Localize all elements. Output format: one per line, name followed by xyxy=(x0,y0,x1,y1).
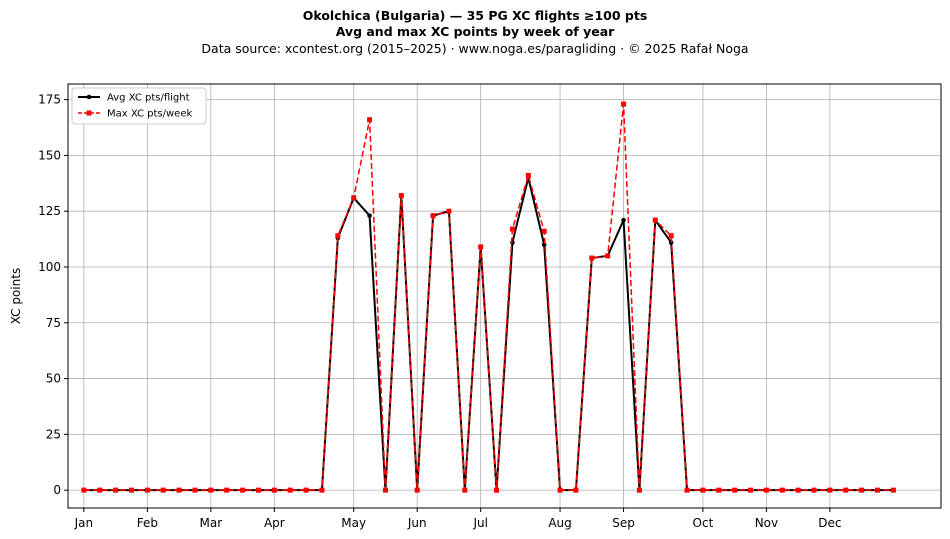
x-tick-label: Oct xyxy=(693,516,714,530)
series-line-1 xyxy=(83,177,894,492)
series-2-point xyxy=(494,487,500,493)
series-2-point xyxy=(779,487,785,493)
series-2-point xyxy=(573,487,579,493)
x-tick-label: Sep xyxy=(612,516,635,530)
series-2-point xyxy=(859,487,865,493)
series-2-point xyxy=(748,487,754,493)
legend: Avg XC pts/flight Max XC pts/week xyxy=(71,87,207,125)
chart-source-line: Data source: xcontest.org (2015–2025) · … xyxy=(201,41,749,56)
series-2-point xyxy=(875,487,881,493)
series-2-point xyxy=(811,487,817,493)
series-line-2 xyxy=(83,104,894,491)
series-2-point xyxy=(414,487,420,493)
series-2-point xyxy=(398,193,404,199)
series-2-point xyxy=(541,228,547,234)
x-tick-label: Jan xyxy=(74,516,94,530)
legend-label: Avg XC pts/flight xyxy=(107,93,190,104)
series-2-point xyxy=(732,487,738,493)
x-tick-label: May xyxy=(341,516,366,530)
series-2-point xyxy=(462,487,468,493)
series-2-point xyxy=(176,487,182,493)
plot-frame xyxy=(67,83,942,509)
legend-marker xyxy=(86,94,92,100)
series-2-point xyxy=(271,487,277,493)
series-2-point xyxy=(192,487,198,493)
series-2-point xyxy=(255,487,261,493)
series-2-point xyxy=(652,217,658,223)
x-tick-label: Feb xyxy=(137,516,158,530)
series-2-point xyxy=(668,233,674,239)
y-tick-label: 175 xyxy=(38,93,61,107)
chart-title: Okolchica (Bulgaria) — 35 PG XC flights … xyxy=(302,8,648,23)
x-tick-label: Aug xyxy=(548,516,571,530)
series-2-point xyxy=(351,195,357,201)
series-2-point xyxy=(367,117,373,123)
series-2-point xyxy=(240,487,246,493)
series-2-point xyxy=(525,172,531,178)
series-2-point xyxy=(287,487,293,493)
chart-header: Okolchica (Bulgaria) — 35 PG XC flights … xyxy=(0,8,950,57)
y-tick-label: 25 xyxy=(46,427,61,441)
series-2-point xyxy=(303,487,309,493)
series-2-point xyxy=(113,487,119,493)
series-2-point xyxy=(763,487,769,493)
series-2-point xyxy=(81,487,87,493)
x-tick-label: Dec xyxy=(818,516,841,530)
series-2-point xyxy=(382,487,388,493)
x-tick-label: Jul xyxy=(472,516,487,530)
series-2-point xyxy=(335,233,341,239)
x-tick-label: Nov xyxy=(755,516,778,530)
legend-label: Max XC pts/week xyxy=(107,109,192,120)
y-tick-label: 100 xyxy=(38,260,61,274)
y-tick-label: 150 xyxy=(38,148,61,162)
series-2-point xyxy=(160,487,166,493)
series-2-point xyxy=(144,487,150,493)
series-2-point xyxy=(827,487,833,493)
series-2-point xyxy=(208,487,214,493)
x-tick-label: Mar xyxy=(200,516,223,530)
series-2-point xyxy=(716,487,722,493)
series-2-point xyxy=(605,253,611,259)
series-2-point xyxy=(890,487,896,493)
series-2-point xyxy=(430,213,436,219)
series-2-point xyxy=(557,487,563,493)
series-2-point xyxy=(700,487,706,493)
series-2-point xyxy=(128,487,134,493)
series-2-point xyxy=(509,226,515,232)
x-tick-label: Jun xyxy=(407,516,427,530)
series-2-point xyxy=(478,244,484,250)
series-2-point xyxy=(224,487,230,493)
series-1-point xyxy=(367,213,372,218)
y-tick-label: 50 xyxy=(46,372,61,386)
series-2-point xyxy=(446,208,452,214)
series-2-point xyxy=(589,255,595,261)
series-2-point xyxy=(795,487,801,493)
series-2-point xyxy=(319,487,325,493)
series-1-point xyxy=(621,217,626,223)
x-tick-label: Apr xyxy=(264,516,285,530)
y-tick-label: 0 xyxy=(53,483,61,497)
chart-subtitle: Avg and max XC points by week of year xyxy=(335,24,615,39)
y-axis-label: XC points xyxy=(9,268,23,324)
series-2-point xyxy=(621,101,627,107)
series-2-point xyxy=(97,487,103,493)
y-tick-label: 125 xyxy=(38,204,61,218)
legend-marker xyxy=(86,110,92,116)
series-2-point xyxy=(636,487,642,493)
series-2-point xyxy=(843,487,849,493)
legend-box xyxy=(71,87,207,125)
y-tick-label: 75 xyxy=(46,316,61,330)
series-2-point xyxy=(684,487,690,493)
